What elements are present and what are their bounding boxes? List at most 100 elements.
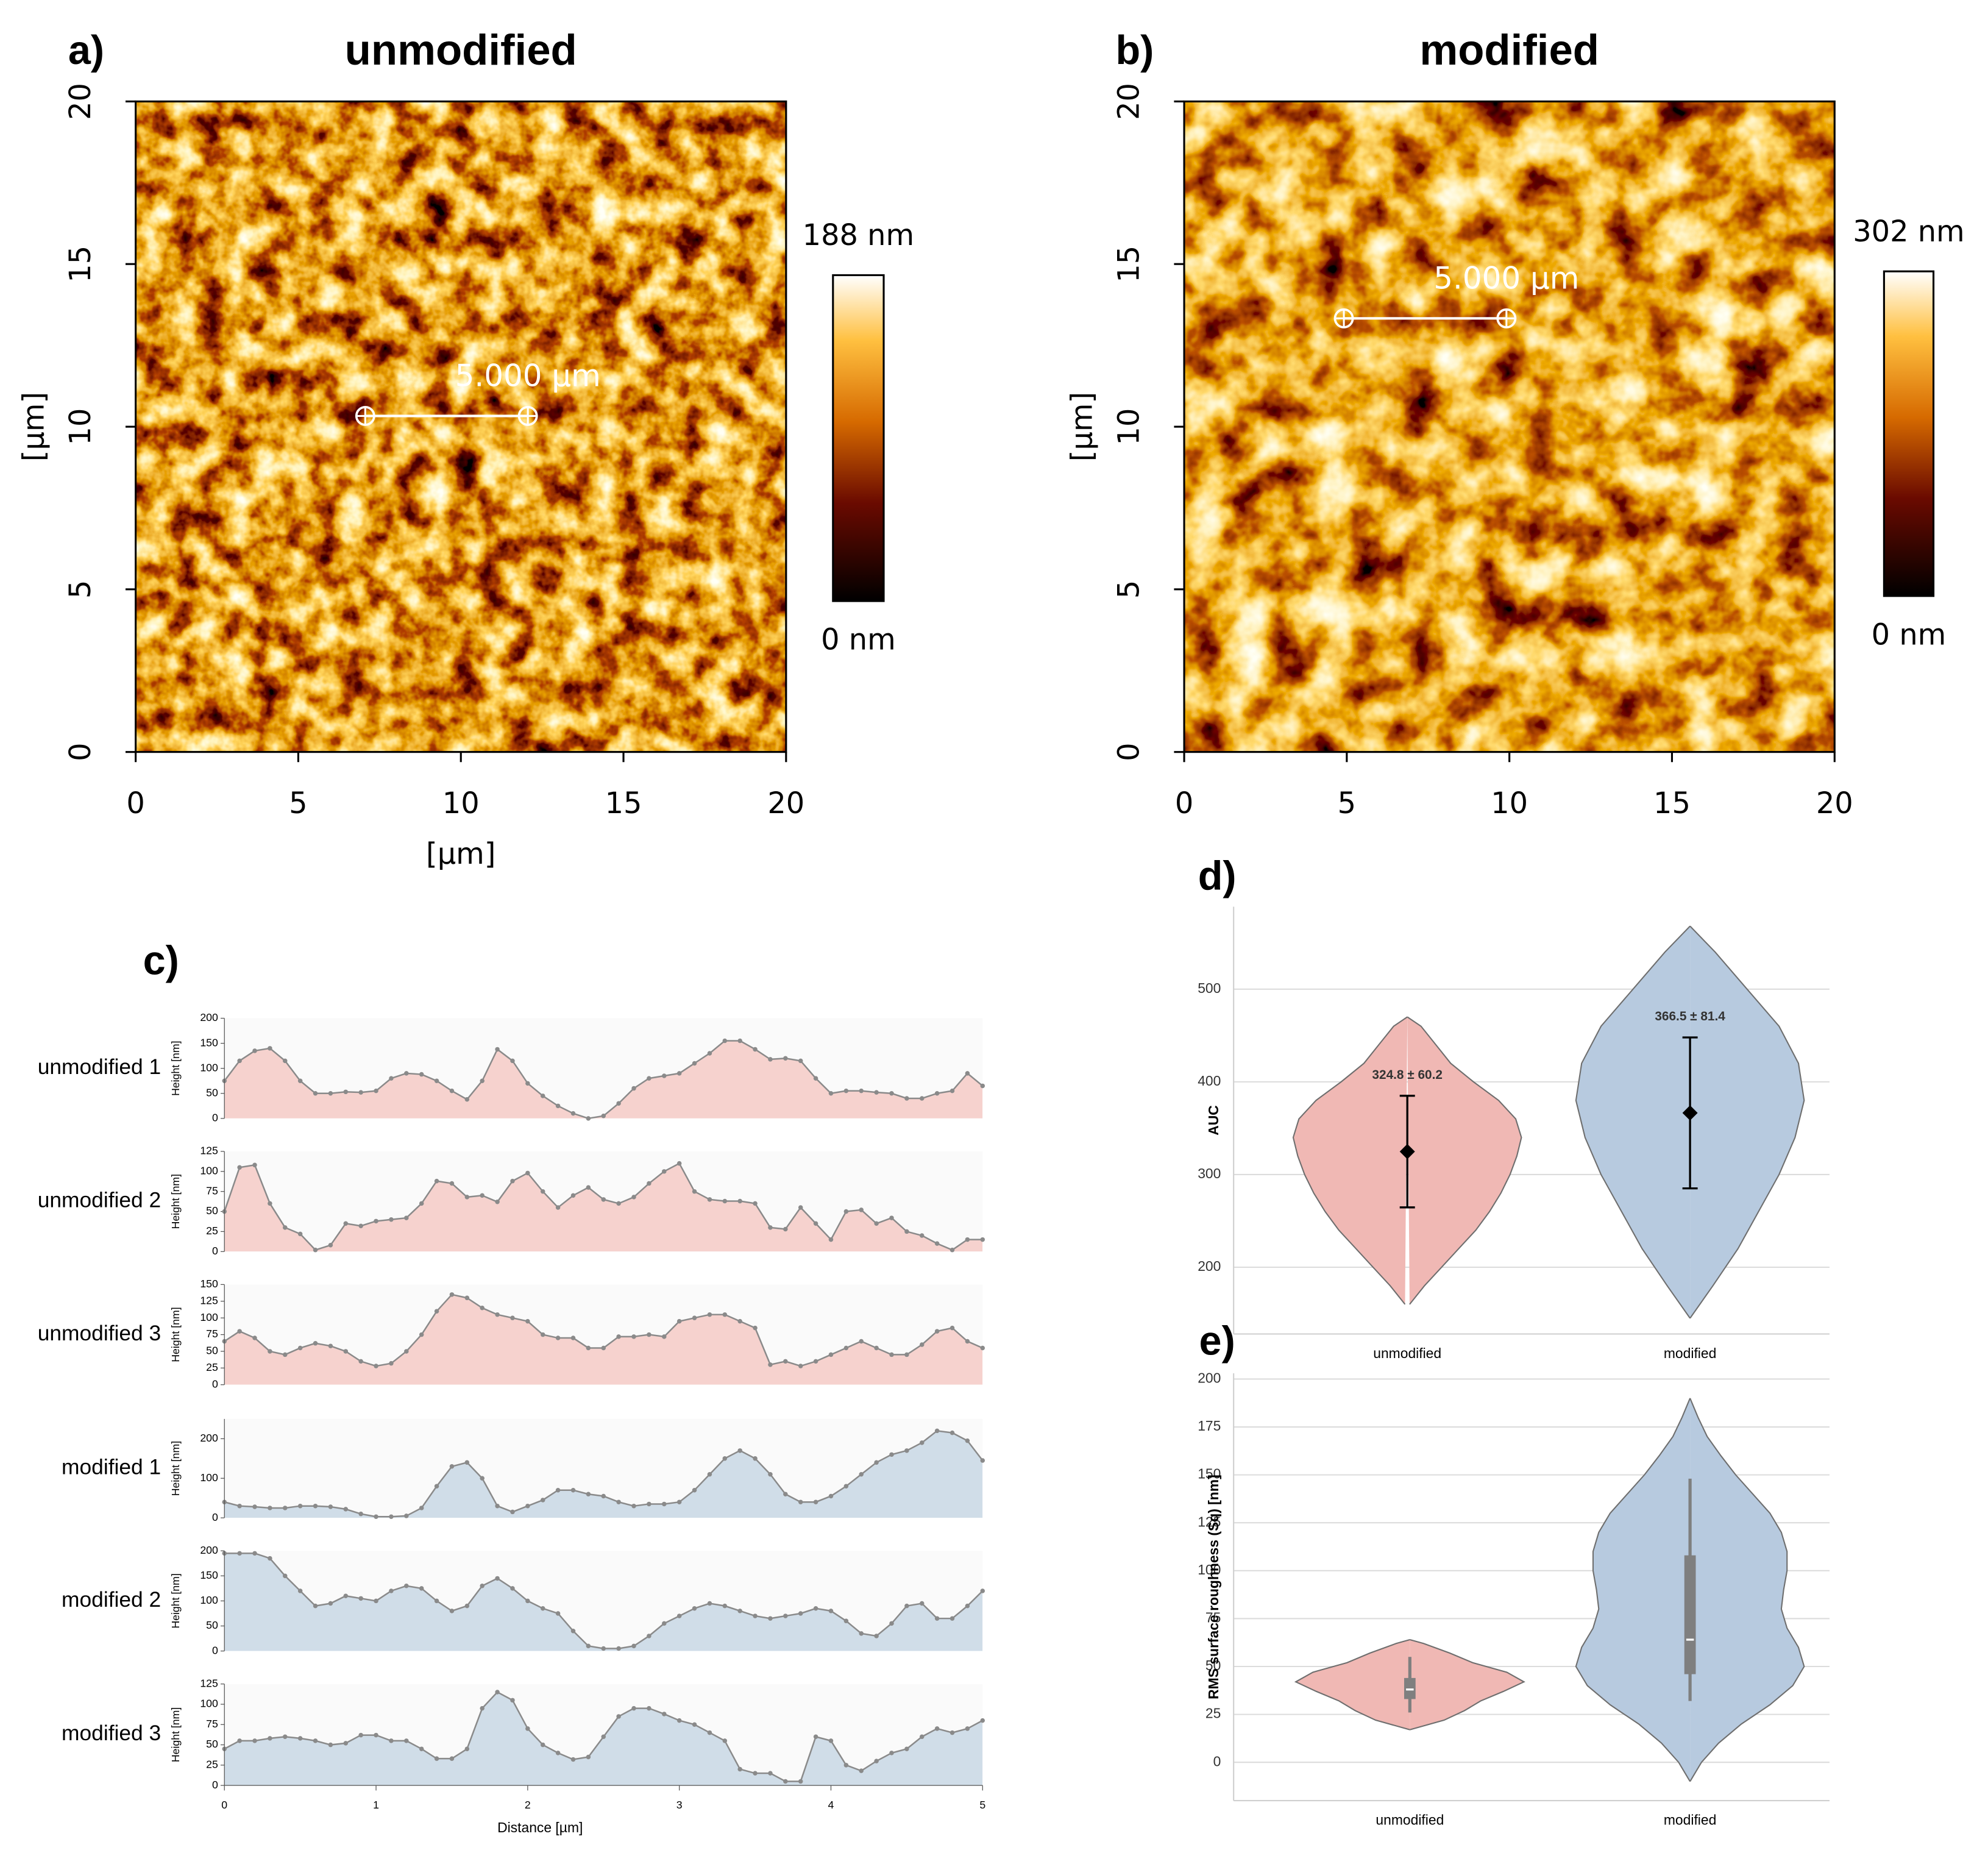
profile-point [510,1509,515,1515]
profile-point [859,1339,864,1344]
profile-point [297,1588,303,1593]
profile-point [722,1456,728,1461]
profile-point [798,1205,803,1210]
x-axis-label: Distance [µm] [497,1819,583,1835]
profile-point [843,1484,849,1488]
profile-point [616,1714,621,1719]
y-tick-label: 0 [1213,1753,1221,1769]
profile-point [934,1329,940,1334]
y-tick-label: 0 [212,1112,218,1124]
profile-point [495,1576,500,1581]
profile-point [434,1309,439,1314]
violin-outline [1575,1398,1691,1782]
profile-point [631,1334,636,1339]
profile-point [722,1603,728,1609]
y-axis-label: Height [nm] [169,1174,182,1229]
box [1684,1555,1696,1674]
profile-point [555,1336,561,1340]
profile-point [737,1609,742,1613]
profile-point [828,1738,834,1743]
profile-point [631,1705,636,1711]
profile-point [768,1225,773,1230]
profile-point [313,1247,318,1253]
profile-point [737,1198,742,1204]
profile-point [798,1058,803,1064]
y-tick-label: 50 [206,1345,218,1357]
profile-point [920,1734,925,1739]
profile-point [631,1643,636,1649]
y-tick-label: 125 [200,1294,218,1306]
profile-point [586,1754,591,1760]
profile-point [707,1601,712,1606]
profile-point [753,1325,758,1331]
profile-point [753,1201,758,1206]
profile-point [737,1318,742,1324]
profile-point [495,1200,500,1204]
profile-point [268,1046,272,1051]
y-tick-label: 100 [200,1164,218,1176]
violin-outline [1575,925,1691,1319]
profile-point [313,1091,318,1096]
profile-point [768,1771,773,1776]
profile-point [934,1616,940,1621]
profile-point [843,1345,849,1351]
profile-point [570,1487,576,1493]
profile-point [859,1768,864,1773]
profile-point [570,1336,576,1340]
profile-point [358,1511,363,1517]
profile-point [495,1690,500,1695]
row-label: unmodified 2 [38,1188,161,1212]
colorbar-min-label: 0 nm [1872,618,1947,652]
x-tick-label: 3 [676,1799,683,1811]
profile-point [798,1779,803,1784]
profile-point [313,1503,318,1509]
panel-label: a) [68,28,104,73]
profile-point [692,1315,697,1320]
profile-point [374,1598,378,1604]
profile-point [480,1193,485,1198]
profile-point [389,1588,394,1593]
profile-point [737,1766,742,1772]
profile-point [601,1646,606,1651]
scale-bar-cross [519,407,537,425]
scale-bar-label: 5.000 µm [1433,260,1579,296]
profile-point [965,1603,970,1609]
profile-point [313,1603,318,1609]
profile-point [676,1613,682,1618]
profile-point [525,1081,530,1086]
profile-point [297,1231,303,1237]
y-axis-label: Height [nm] [169,1307,182,1362]
y-tick-label: 100 [200,1594,218,1606]
violin-body [1293,1017,1408,1304]
y-tick-label: 100 [200,1698,218,1710]
profile-point [631,1086,636,1091]
profile-point [525,1598,530,1604]
profile-point [950,1247,955,1253]
profile-point [813,1499,818,1504]
profile-point [237,1503,242,1509]
profile-point [950,1325,955,1331]
y-tick-label: 125 [200,1145,218,1157]
profile-point [404,1349,409,1354]
profile-point [389,1738,394,1743]
profile-point [737,1448,742,1453]
profile-point [283,1506,288,1510]
profile-point [920,1342,925,1347]
afm-image [1184,101,1835,752]
profile-point [707,1312,712,1317]
profile-point [934,1428,940,1434]
colorbar-min-label: 0 nm [821,624,896,657]
profile-point [722,1038,728,1044]
profile-point [980,1588,985,1593]
profile-point [707,1197,712,1202]
violin-body [1296,1640,1410,1730]
profile-point [525,1170,530,1176]
profile-point [874,1460,879,1465]
y-tick-label: 150 [1198,1466,1221,1482]
y-tick-label: 25 [206,1361,218,1373]
profile-point [328,1091,333,1096]
y-tick-label: 25 [1205,1705,1221,1721]
panel-label: b) [1116,28,1154,73]
profile-point [358,1223,363,1228]
panel-label: e) [1199,1319,1235,1364]
